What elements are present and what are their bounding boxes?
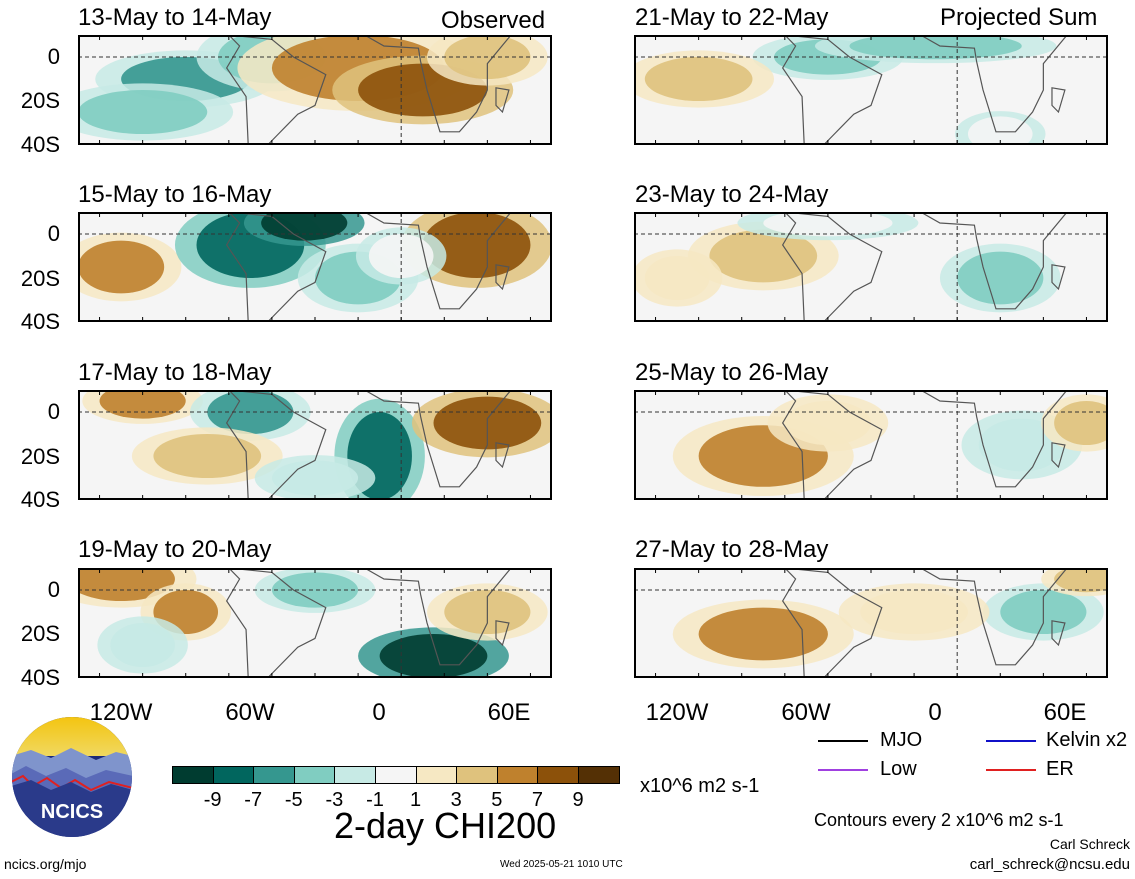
colorbar-tick-label: 7 [531, 789, 543, 811]
colorbar-swatch [334, 766, 376, 784]
lon-label-0: 0 [372, 699, 386, 726]
panel-title-8: 27-May to 28-May [635, 536, 829, 563]
map-panel-7 [634, 390, 1108, 500]
colorbar-swatch [415, 766, 458, 784]
lon-label-60w: 60W [781, 699, 831, 726]
kelvin-legend-line [986, 740, 1036, 742]
lat-label-40s: 40S [20, 309, 60, 334]
ncics-logo: NCICS [11, 716, 133, 838]
lat-label-20s: 20S [20, 88, 60, 113]
colorbar-swatch [172, 766, 214, 784]
panel-title-5: 21-May to 22-May [635, 4, 829, 31]
panel-title-3: 17-May to 18-May [78, 359, 272, 386]
lat-label-20s: 20S [20, 621, 60, 646]
map-panel-4 [78, 568, 552, 678]
figure-title: 2-day CHI200 [334, 805, 557, 846]
author-name: Carl Schreck [1049, 836, 1130, 852]
lat-label-0: 0 [47, 399, 60, 424]
colorbar [172, 766, 620, 784]
er-legend-line [986, 769, 1036, 771]
colorbar-tick-label: -5 [284, 789, 303, 811]
lat-label-40s: 40S [20, 665, 60, 690]
map-panel-8 [634, 568, 1108, 678]
low-legend-line [818, 769, 868, 771]
panel-title-6: 23-May to 24-May [635, 181, 829, 208]
legend-er: ER [1046, 758, 1074, 780]
projected-sum-label: Projected Sum [940, 4, 1098, 31]
logo-text: NCICS [41, 801, 103, 823]
lon-label-60e: 60E [1043, 699, 1087, 726]
legend-kelvin: Kelvin x2 [1046, 729, 1128, 751]
lat-label-40s: 40S [20, 487, 60, 512]
colorbar-tick-label: -9 [203, 789, 222, 811]
colorbar-tick-label: -1 [366, 789, 384, 811]
lat-label-20s: 20S [20, 444, 60, 469]
colorbar-swatch [456, 766, 498, 784]
lon-label-60w: 60W [225, 699, 275, 726]
lat-label-0: 0 [47, 221, 60, 246]
legend-mjo: MJO [880, 729, 923, 751]
url-link[interactable]: ncics.org/mjo [4, 856, 87, 872]
timestamp: Wed 2025-05-21 1010 UTC [500, 859, 623, 870]
lon-label-120w: 120W [89, 699, 153, 726]
map-panel-6 [634, 212, 1108, 322]
observed-label: Observed [441, 7, 546, 34]
panel-title-1: 13-May to 14-May [78, 4, 272, 31]
lat-label-20s: 20S [20, 266, 60, 291]
legend-low: Low [880, 758, 917, 780]
panel-title-2: 15-May to 16-May [78, 181, 272, 208]
colorbar-tick-label: -7 [244, 789, 263, 811]
contour-note: Contours every 2 x10^6 m2 s-1 [814, 810, 1064, 830]
colorbar-swatch [537, 766, 579, 784]
lon-label-60e: 60E [487, 699, 531, 726]
colorbar-tick-label: 1 [410, 789, 422, 811]
colorbar-units: x10^6 m2 s-1 [640, 775, 760, 797]
colorbar-swatch [212, 766, 255, 784]
panel-title-7: 25-May to 26-May [635, 359, 829, 386]
colorbar-tick-label: 3 [450, 789, 462, 811]
colorbar-swatch [496, 766, 539, 784]
map-panel-3 [78, 390, 552, 500]
panel-title-4: 19-May to 20-May [78, 536, 272, 563]
author-email[interactable]: carl_schreck@ncsu.edu [969, 856, 1130, 873]
colorbar-tick-label: -3 [325, 789, 344, 811]
lat-label-0: 0 [47, 44, 60, 69]
colorbar-swatch [577, 766, 620, 784]
lon-label-0: 0 [928, 699, 942, 726]
colorbar-tick-label: 9 [572, 789, 584, 811]
map-panel-1 [78, 35, 552, 145]
colorbar-swatch [293, 766, 336, 784]
lat-label-0: 0 [47, 577, 60, 602]
map-panel-5 [634, 35, 1108, 145]
lon-label-120w: 120W [645, 699, 709, 726]
colorbar-tick-label: 5 [491, 789, 503, 811]
map-panel-2 [78, 212, 552, 322]
colorbar-swatch [374, 766, 417, 784]
mjo-legend-line [818, 740, 868, 742]
colorbar-swatch [253, 766, 295, 784]
lat-label-40s: 40S [20, 132, 60, 157]
